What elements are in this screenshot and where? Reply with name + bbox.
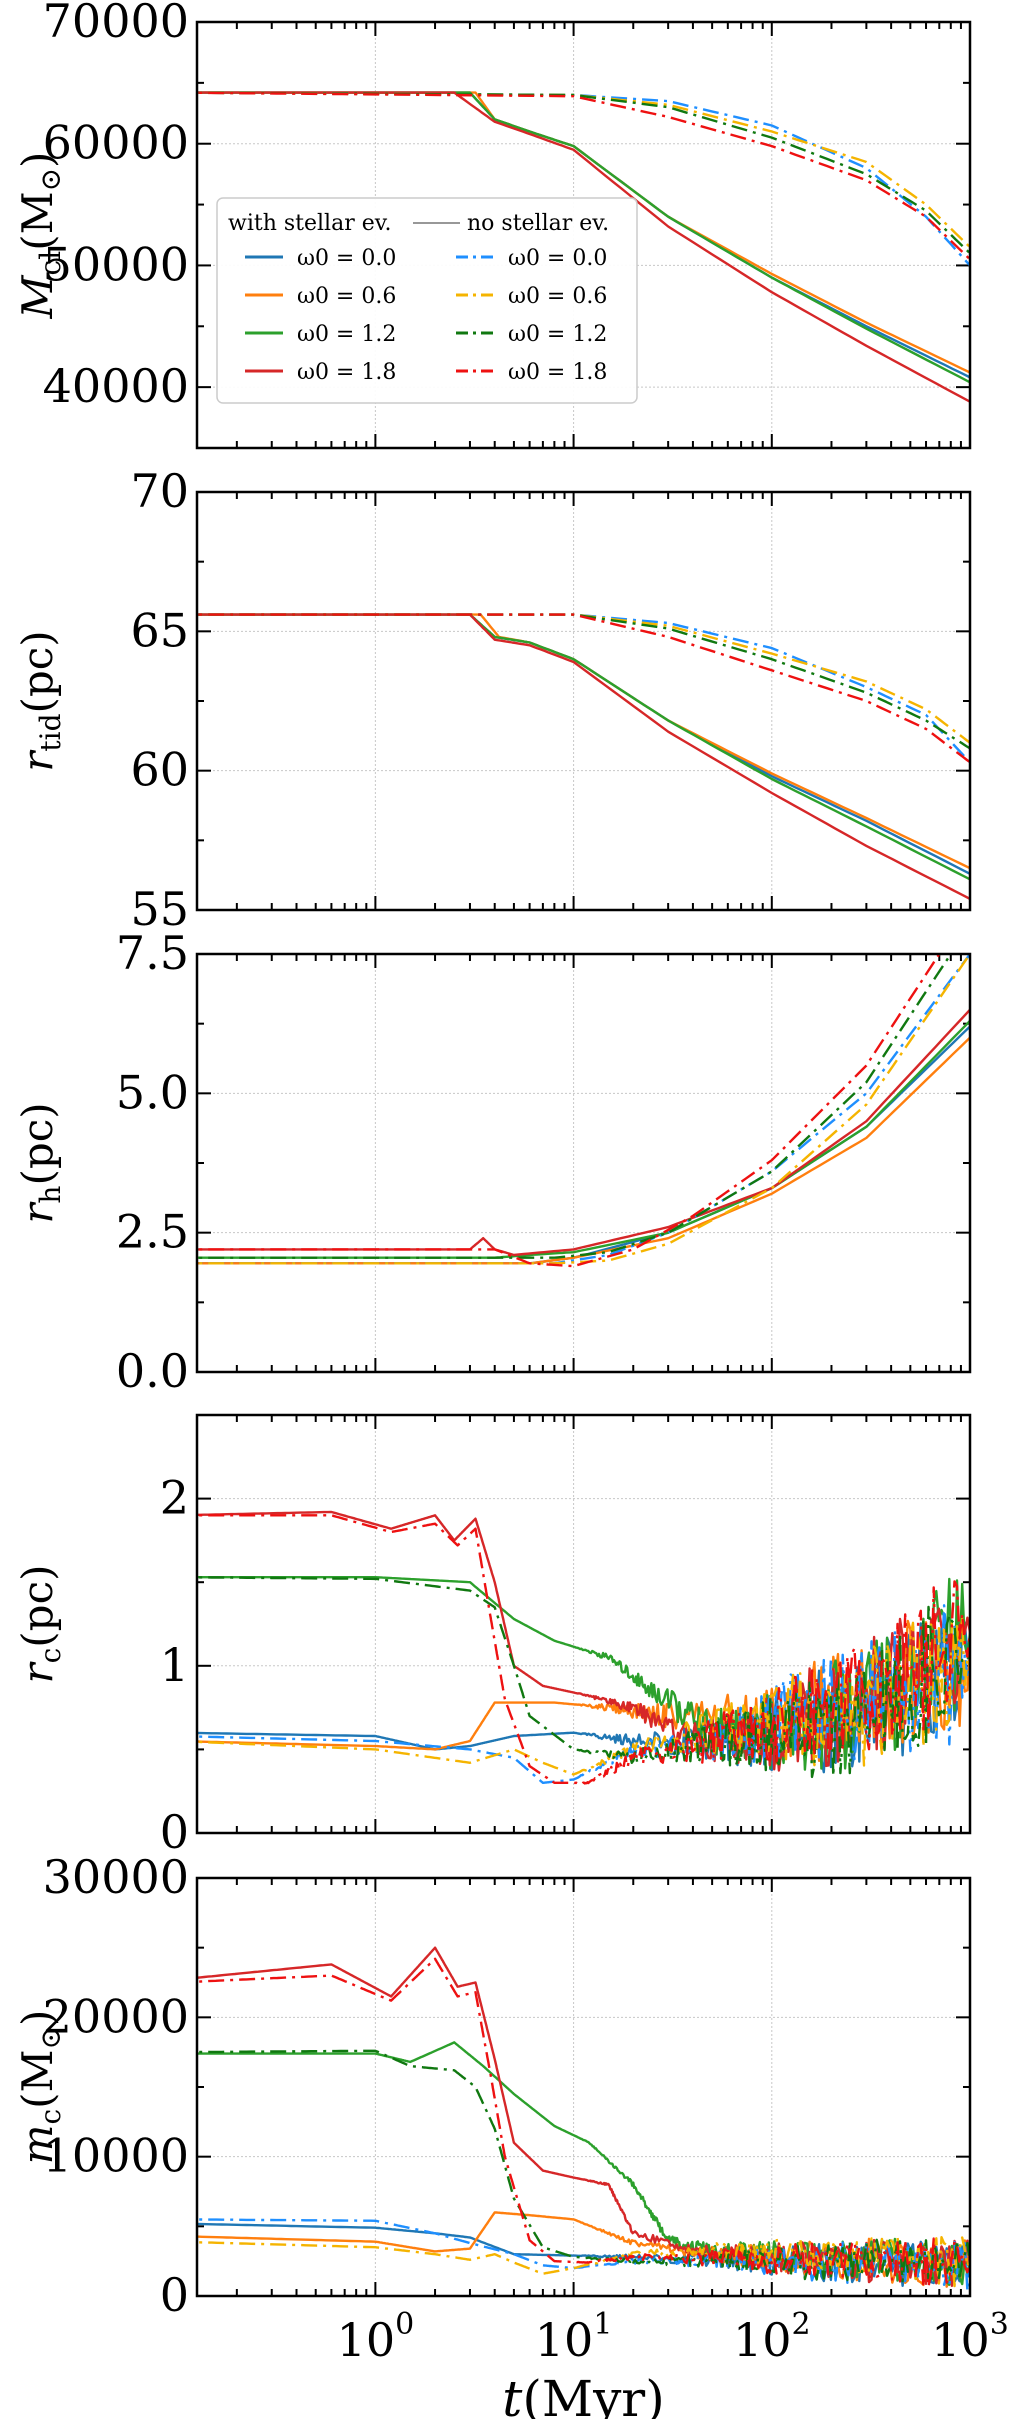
- y-tick-label: 5.0: [116, 1065, 189, 1119]
- plot-frame: [195, 952, 972, 1374]
- panel-2: 55 60 65 70 rtid(pc): [13, 464, 972, 936]
- legend-label: ω0 = 0.0: [508, 246, 607, 271]
- y-tick-label: 60000: [43, 116, 189, 170]
- series-line-6: [197, 2236, 970, 2288]
- series-line-8: [197, 613, 970, 764]
- legend-header-right: no stellar ev.: [467, 211, 609, 236]
- legend-label: ω0 = 1.2: [508, 322, 607, 347]
- gridlines: [197, 954, 970, 1372]
- series-line-3: [197, 613, 970, 881]
- y-tick-label: 10000: [43, 2129, 189, 2183]
- series-group: [197, 1510, 970, 1785]
- legend: with stellar ev. no stellar ev. ω0 = 0.0 ω0…: [216, 197, 638, 404]
- series-line-7: [197, 2049, 970, 2285]
- panel-1: 40000 50000 60000 70000 Mcl(M⊙) with stellar …: [13, 0, 972, 450]
- series-line-7: [197, 954, 952, 1259]
- y-tick-label: 50000: [43, 237, 189, 291]
- panels: 40000 50000 60000 70000 Mcl(M⊙) with stellar …: [13, 0, 1009, 2419]
- series-line-7: [197, 1576, 970, 1779]
- plot-frame: [195, 1876, 972, 2298]
- plot-frame: [195, 1413, 972, 1835]
- x-tick-label: 103: [931, 2307, 1009, 2367]
- x-tick-label: 101: [535, 2307, 613, 2367]
- series-line-4: [197, 613, 970, 900]
- y-axis-title: rc(pc): [13, 1565, 67, 1684]
- y-tick-label: 1: [160, 1638, 189, 1692]
- gridlines: [197, 1878, 970, 2296]
- series-group: [197, 91, 970, 403]
- y-tick-label: 60: [130, 743, 189, 797]
- y-tick-label: 30000: [43, 1850, 189, 1904]
- ticks: [197, 491, 971, 911]
- legend-label: ω0 = 0.6: [297, 284, 396, 309]
- y-tick-label: 65: [130, 603, 189, 657]
- plot-frame: [195, 490, 972, 912]
- y-tick-label: 20000: [43, 1989, 189, 2043]
- gridlines: [197, 492, 970, 910]
- series-line-8: [197, 1957, 970, 2288]
- plot-frame: [195, 20, 972, 450]
- series-line-8: [197, 954, 941, 1268]
- y-axis-title: mc(M⊙): [13, 2010, 67, 2165]
- panel-4: 0 1 2 rc(pc): [13, 1413, 972, 1859]
- y-tick-label: 55: [130, 882, 189, 936]
- legend-label: ω0 = 1.8: [508, 360, 607, 385]
- x-axis-title: t(Myr): [502, 2370, 664, 2419]
- y-axis-title: Mcl(M⊙): [13, 152, 67, 320]
- legend-box: [216, 197, 638, 404]
- legend-label: ω0 = 1.8: [297, 360, 396, 385]
- series-group: [197, 1946, 970, 2293]
- y-tick-label: 70000: [43, 0, 189, 48]
- y-tick-label: 0: [160, 2268, 189, 2322]
- y-tick-label: 70: [130, 464, 189, 518]
- ticks: [197, 1877, 971, 2297]
- series-line-8: [197, 1514, 970, 1785]
- series-line-4: [197, 1008, 970, 1257]
- y-tick-label: 2: [160, 1471, 189, 1525]
- y-tick-label: 7.5: [116, 926, 189, 980]
- legend-label: ω0 = 0.0: [297, 246, 396, 271]
- series-line-6: [197, 1614, 970, 1776]
- y-tick-label: 0: [160, 1805, 189, 1859]
- legend-label: ω0 = 0.6: [508, 284, 607, 309]
- panel-3: 0.0 2.5 5.0 7.5 rh(pc): [13, 926, 972, 1398]
- y-tick-label: 0.0: [116, 1344, 189, 1398]
- series-line-8: [197, 91, 970, 261]
- series-group: [197, 613, 970, 900]
- panel-5: 0 10000 20000 30000 mc(M⊙) 100 101 102 103 t(Myr): [13, 1850, 1009, 2419]
- series-group: [197, 954, 970, 1268]
- legend-label: ω0 = 1.2: [297, 322, 396, 347]
- x-tick-label: 100: [337, 2307, 415, 2367]
- series-line-3: [197, 1576, 970, 1771]
- series-line-4: [197, 91, 970, 403]
- y-tick-label: 40000: [43, 359, 189, 413]
- x-tick-label: 102: [733, 2307, 811, 2367]
- ticks: [197, 953, 971, 1373]
- series-line-3: [197, 91, 970, 384]
- series-line-5: [197, 954, 970, 1265]
- series-line-5: [197, 1604, 970, 1784]
- series-line-6: [197, 954, 970, 1265]
- legend-header-left: with stellar ev.: [228, 211, 392, 236]
- y-axis-title: rh(pc): [13, 1102, 67, 1223]
- y-axis-title: rtid(pc): [13, 630, 67, 771]
- y-tick-label: 2.5: [116, 1205, 189, 1259]
